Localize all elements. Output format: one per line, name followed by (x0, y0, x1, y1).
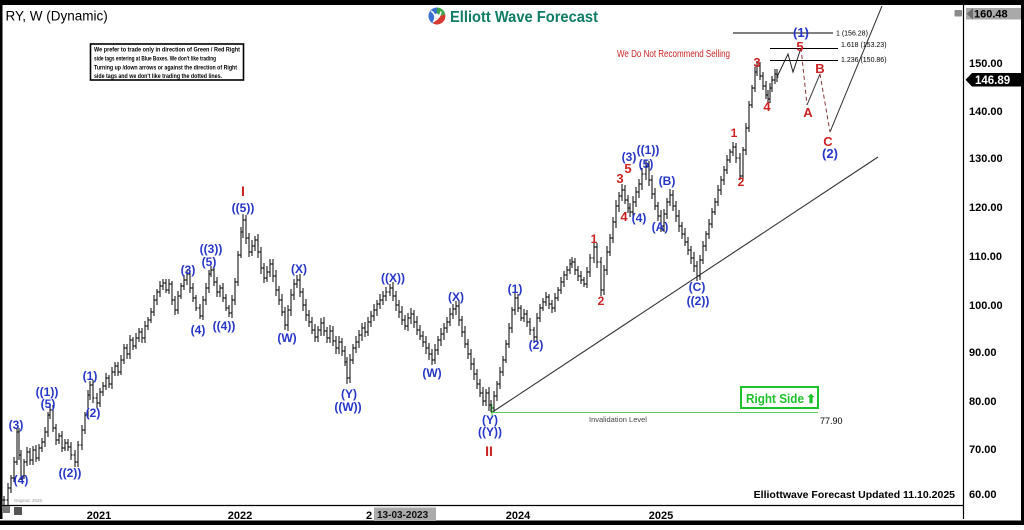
svg-text:(1): (1) (508, 282, 523, 296)
svg-text:B: B (815, 61, 824, 76)
svg-text:80.00: 80.00 (969, 396, 997, 408)
svg-text:2024: 2024 (506, 510, 531, 522)
svg-text:160.48: 160.48 (974, 9, 1008, 21)
svg-text:(X): (X) (448, 290, 464, 304)
svg-text:A: A (803, 105, 813, 120)
svg-text:I: I (241, 183, 245, 199)
svg-text:Turning up /down arrows or aga: Turning up /down arrows or against the d… (94, 64, 238, 71)
svg-text:(X): (X) (291, 262, 307, 276)
svg-text:(C): (C) (689, 280, 706, 294)
svg-text:((2)): ((2)) (59, 466, 82, 480)
svg-text:Elliottwave Forecast Updated 1: Elliottwave Forecast Updated 11.10.2025 (754, 489, 956, 501)
svg-text:70.00: 70.00 (969, 444, 997, 456)
svg-text:2: 2 (366, 510, 372, 522)
svg-text:We prefer to trade only in dir: We prefer to trade only in direction of … (94, 47, 241, 54)
svg-text:(W): (W) (277, 331, 296, 345)
svg-text:(3): (3) (9, 418, 24, 432)
svg-text:77.90: 77.90 (820, 416, 843, 426)
svg-text:RY, W (Dynamic): RY, W (Dynamic) (6, 9, 108, 24)
svg-text:2021: 2021 (87, 510, 111, 522)
svg-text:2025: 2025 (649, 510, 673, 522)
svg-text:13-03-2023: 13-03-2023 (377, 510, 429, 521)
svg-text:((X)): ((X)) (381, 271, 405, 285)
svg-text:(4): (4) (632, 211, 647, 225)
svg-text:90.00: 90.00 (969, 347, 997, 359)
svg-text:(1): (1) (83, 369, 98, 383)
svg-text:(3): (3) (181, 263, 196, 277)
svg-text:⬆: ⬆ (806, 392, 816, 406)
svg-text:II: II (485, 443, 493, 459)
svg-text:(4): (4) (191, 323, 206, 337)
svg-text:((4)): ((4)) (213, 319, 236, 333)
svg-text:((3)): ((3)) (200, 242, 223, 256)
svg-text:Invalidation Level: Invalidation Level (589, 415, 647, 424)
svg-text:((5)): ((5)) (232, 201, 255, 215)
svg-text:Right Side: Right Side (746, 392, 804, 406)
svg-text:(B): (B) (659, 174, 676, 188)
svg-text:4: 4 (763, 99, 771, 114)
svg-text:We Do Not Recommend Selling: We Do Not Recommend Selling (617, 49, 730, 60)
svg-text:5: 5 (796, 39, 803, 54)
svg-text:1.236 (150.86): 1.236 (150.86) (841, 57, 887, 64)
svg-text:100.00: 100.00 (969, 300, 1003, 312)
svg-text:3: 3 (753, 55, 760, 70)
svg-text:(5): (5) (41, 397, 56, 411)
svg-text:((2)): ((2)) (687, 294, 710, 308)
svg-text:((1)): ((1)) (36, 385, 59, 399)
svg-text:146.89: 146.89 (975, 75, 1010, 87)
svg-text:2022: 2022 (228, 510, 252, 522)
svg-text:1.618 (153.23): 1.618 (153.23) (841, 42, 887, 49)
svg-text:4: 4 (620, 209, 628, 224)
svg-text:(W): (W) (422, 366, 441, 380)
svg-text:150.00: 150.00 (969, 58, 1003, 70)
svg-text:1: 1 (591, 232, 598, 246)
svg-text:1 (156.28): 1 (156.28) (836, 31, 868, 38)
svg-text:(3): (3) (622, 150, 637, 164)
svg-text:130.00: 130.00 (969, 153, 1003, 165)
svg-text:(5): (5) (639, 157, 654, 171)
svg-text:(Y): (Y) (482, 413, 498, 427)
svg-text:(5): (5) (202, 255, 217, 269)
svg-text:3: 3 (616, 171, 623, 186)
svg-text:((1)): ((1)) (637, 143, 660, 157)
svg-text:(2): (2) (529, 338, 544, 352)
svg-text:140.00: 140.00 (969, 106, 1003, 118)
svg-text:((Y)): ((Y)) (478, 425, 502, 439)
svg-text:(1): (1) (793, 25, 809, 40)
svg-text:2: 2 (598, 294, 605, 308)
svg-text:((W)): ((W)) (334, 400, 361, 414)
svg-text:110.00: 110.00 (969, 251, 1002, 263)
svg-text:5: 5 (624, 161, 631, 176)
svg-text:Elliott Wave Forecast: Elliott Wave Forecast (450, 9, 598, 26)
svg-text:60.00: 60.00 (969, 489, 997, 501)
svg-text:C: C (823, 134, 833, 149)
svg-text:(2): (2) (822, 146, 838, 161)
svg-text:(Y): (Y) (341, 387, 357, 401)
svg-text:Original, 2025: Original, 2025 (14, 498, 43, 503)
svg-text:(A): (A) (652, 220, 669, 234)
svg-text:2: 2 (738, 175, 745, 189)
svg-text:1: 1 (731, 126, 738, 140)
svg-text:(4): (4) (14, 473, 29, 487)
svg-text:side tags and we don't like tr: side tags and we don't like trading the … (94, 73, 222, 80)
svg-text:(2): (2) (86, 406, 101, 420)
svg-text:120.00: 120.00 (969, 202, 1003, 214)
svg-text:side tags entering at Blue Box: side tags entering at Blue Boxes. We don… (94, 55, 216, 62)
